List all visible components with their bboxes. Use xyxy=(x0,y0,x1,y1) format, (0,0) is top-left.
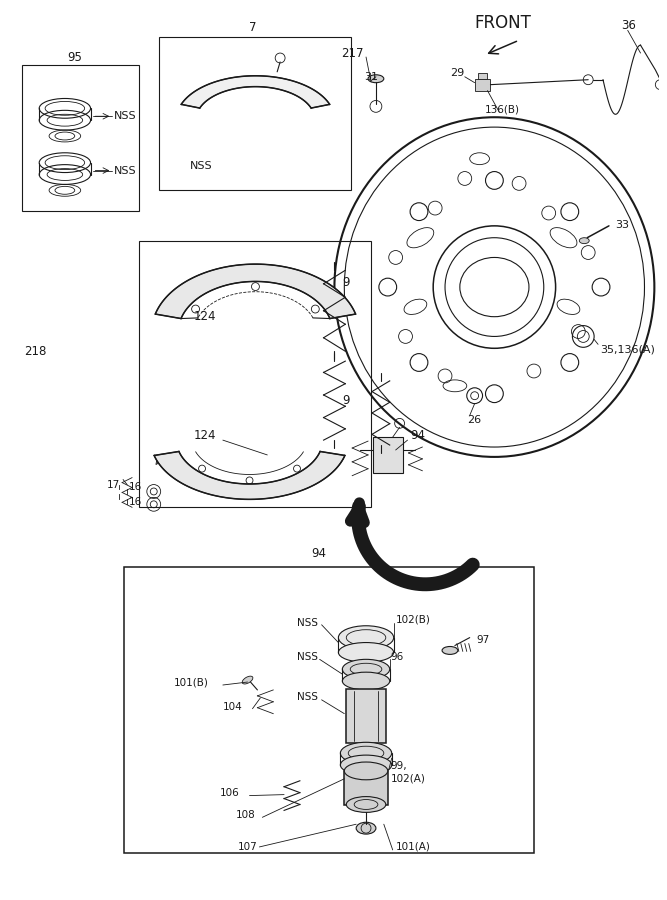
Text: 16: 16 xyxy=(129,498,142,508)
Text: 124: 124 xyxy=(193,310,215,323)
Ellipse shape xyxy=(338,643,394,662)
Text: NSS: NSS xyxy=(190,160,213,171)
Bar xyxy=(139,240,371,508)
Text: 101(A): 101(A) xyxy=(396,842,430,852)
Bar xyxy=(346,689,386,743)
Text: NSS: NSS xyxy=(297,652,318,662)
Text: 218: 218 xyxy=(25,345,47,358)
Text: 33: 33 xyxy=(615,220,629,230)
Text: 94: 94 xyxy=(410,428,426,442)
Text: 136(B): 136(B) xyxy=(484,104,520,114)
Ellipse shape xyxy=(368,75,384,83)
Ellipse shape xyxy=(340,742,392,764)
Ellipse shape xyxy=(340,755,392,775)
Text: 9: 9 xyxy=(342,275,350,289)
Text: 36: 36 xyxy=(621,19,636,32)
Text: 29: 29 xyxy=(450,68,464,77)
Bar xyxy=(478,73,488,78)
Text: 31: 31 xyxy=(364,72,378,82)
Text: FRONT: FRONT xyxy=(475,14,532,32)
Text: 124: 124 xyxy=(193,428,215,442)
Text: NSS: NSS xyxy=(297,692,318,702)
Ellipse shape xyxy=(346,796,386,813)
Text: 102(B): 102(B) xyxy=(396,615,430,625)
Ellipse shape xyxy=(442,646,458,654)
Polygon shape xyxy=(156,461,159,464)
Text: 7: 7 xyxy=(249,21,256,34)
Text: 97: 97 xyxy=(477,634,490,644)
Ellipse shape xyxy=(242,676,253,684)
Ellipse shape xyxy=(342,672,390,690)
Polygon shape xyxy=(155,264,356,319)
Text: 94: 94 xyxy=(311,547,326,560)
Text: 99,: 99, xyxy=(391,761,408,771)
Text: 104: 104 xyxy=(223,702,243,712)
Text: 17: 17 xyxy=(106,480,119,490)
Bar xyxy=(344,771,388,806)
Text: 108: 108 xyxy=(235,810,255,820)
Ellipse shape xyxy=(356,823,376,834)
Text: NSS: NSS xyxy=(114,112,137,122)
Bar xyxy=(23,65,139,211)
Bar xyxy=(373,437,403,472)
Text: 26: 26 xyxy=(467,416,481,426)
Bar xyxy=(159,37,352,190)
Text: 16: 16 xyxy=(129,482,142,491)
Text: 35,136(A): 35,136(A) xyxy=(600,345,655,355)
Text: 217: 217 xyxy=(342,47,364,59)
Polygon shape xyxy=(154,452,345,500)
Text: 96: 96 xyxy=(391,652,404,662)
Text: NSS: NSS xyxy=(297,617,318,628)
Ellipse shape xyxy=(580,238,589,244)
Text: 106: 106 xyxy=(220,788,239,797)
Bar xyxy=(124,566,534,853)
Text: 95: 95 xyxy=(67,50,82,64)
Text: 9: 9 xyxy=(342,394,350,407)
Ellipse shape xyxy=(344,762,388,779)
Text: 101(B): 101(B) xyxy=(173,677,208,687)
Ellipse shape xyxy=(342,660,390,680)
Text: 102(A): 102(A) xyxy=(391,774,426,784)
Text: NSS: NSS xyxy=(114,166,137,176)
Text: 107: 107 xyxy=(237,842,257,852)
Polygon shape xyxy=(181,76,329,108)
Ellipse shape xyxy=(338,626,394,650)
Polygon shape xyxy=(342,456,344,461)
Bar xyxy=(475,78,490,91)
